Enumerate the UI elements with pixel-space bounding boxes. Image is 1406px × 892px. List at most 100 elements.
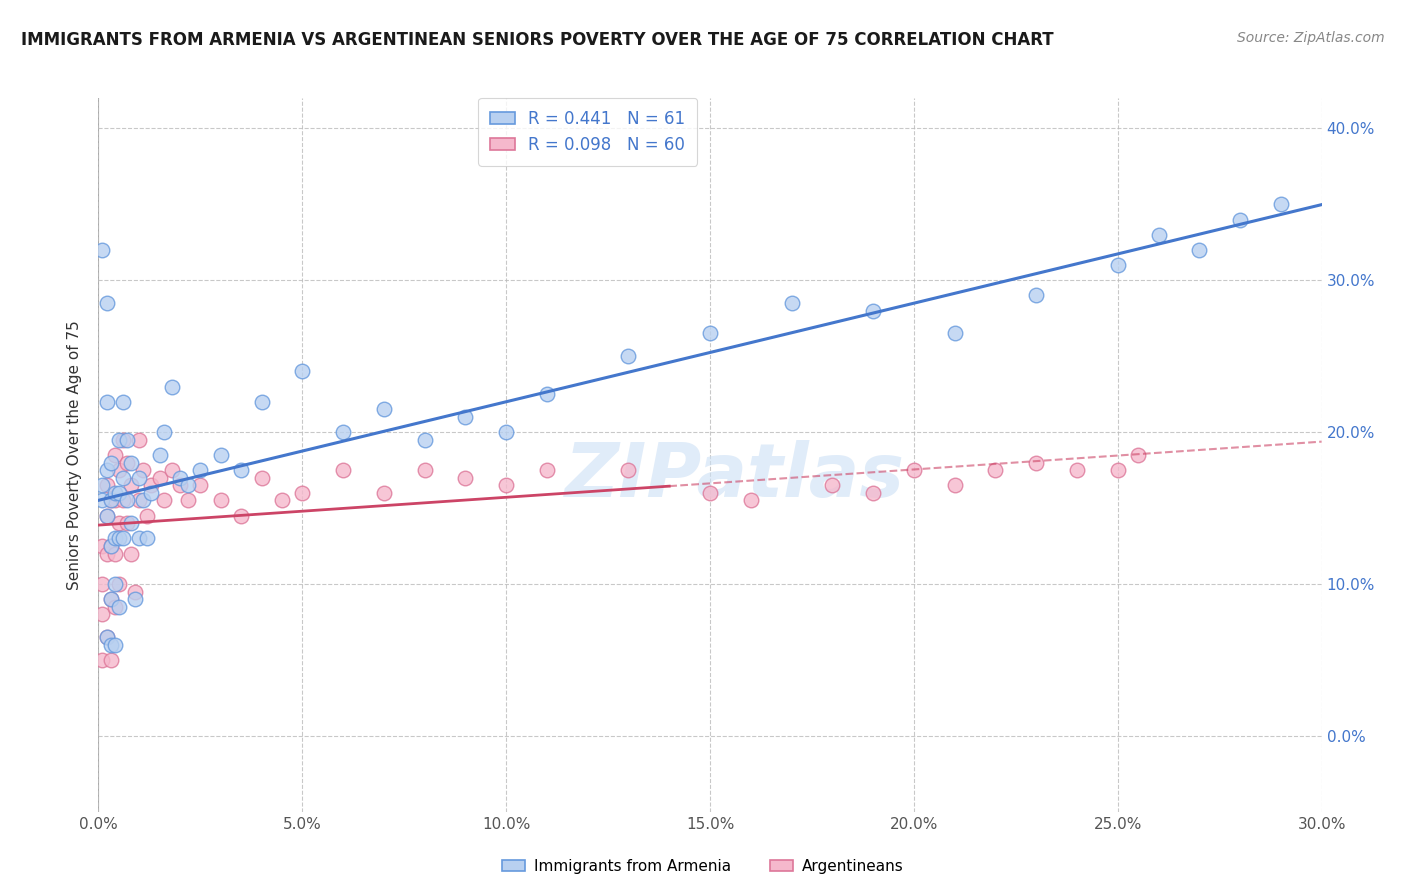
Point <box>120 478 142 492</box>
Point <box>291 486 314 500</box>
Point <box>96 547 118 561</box>
Point <box>104 493 127 508</box>
Point <box>115 516 138 531</box>
Point <box>136 508 159 523</box>
Point <box>108 532 131 546</box>
Point <box>188 463 212 477</box>
Point <box>111 493 134 508</box>
Point <box>104 577 127 591</box>
Point <box>100 539 122 553</box>
Point <box>128 471 150 485</box>
Point <box>617 463 640 477</box>
Point <box>108 463 131 477</box>
Point <box>1107 258 1129 272</box>
Point <box>91 607 114 622</box>
Point <box>862 486 884 500</box>
Point <box>100 493 122 508</box>
Point <box>617 349 640 363</box>
Point <box>111 394 134 409</box>
Point <box>250 394 273 409</box>
Point <box>96 463 118 477</box>
Point <box>152 493 174 508</box>
Point <box>169 471 191 485</box>
Point <box>115 433 138 447</box>
Point <box>1025 288 1047 302</box>
Point <box>160 379 183 393</box>
Point <box>96 508 118 523</box>
Point <box>104 547 127 561</box>
Y-axis label: Seniors Poverty Over the Age of 75: Seniors Poverty Over the Age of 75 <box>67 320 83 590</box>
Point <box>115 456 138 470</box>
Point <box>104 638 127 652</box>
Point <box>413 433 436 447</box>
Point <box>91 493 114 508</box>
Point <box>1147 227 1170 242</box>
Point <box>141 478 163 492</box>
Point <box>209 493 232 508</box>
Point <box>209 448 232 462</box>
Point <box>128 433 150 447</box>
Point <box>111 532 134 546</box>
Point <box>96 630 118 644</box>
Point <box>96 296 118 310</box>
Point <box>1188 243 1211 257</box>
Point <box>740 493 762 508</box>
Point <box>699 326 721 341</box>
Point <box>454 409 477 424</box>
Point <box>862 303 884 318</box>
Point <box>128 532 150 546</box>
Point <box>160 463 183 477</box>
Point <box>111 433 134 447</box>
Point <box>91 577 114 591</box>
Point <box>128 493 150 508</box>
Point <box>96 394 118 409</box>
Point <box>120 547 142 561</box>
Point <box>115 493 138 508</box>
Point <box>91 539 114 553</box>
Point <box>120 516 142 531</box>
Point <box>141 486 163 500</box>
Point <box>177 478 200 492</box>
Point <box>943 326 966 341</box>
Point <box>100 456 122 470</box>
Point <box>1066 463 1088 477</box>
Point <box>1229 212 1251 227</box>
Point <box>136 532 159 546</box>
Legend: Immigrants from Armenia, Argentineans: Immigrants from Armenia, Argentineans <box>496 853 910 880</box>
Point <box>1025 456 1047 470</box>
Point <box>104 599 127 614</box>
Text: Source: ZipAtlas.com: Source: ZipAtlas.com <box>1237 31 1385 45</box>
Point <box>821 478 844 492</box>
Point <box>108 486 131 500</box>
Point <box>108 516 131 531</box>
Legend: R = 0.441   N = 61, R = 0.098   N = 60: R = 0.441 N = 61, R = 0.098 N = 60 <box>478 98 697 166</box>
Point <box>149 448 172 462</box>
Point <box>111 471 134 485</box>
Point <box>943 478 966 492</box>
Point <box>108 577 131 591</box>
Point <box>91 478 114 492</box>
Point <box>291 364 314 378</box>
Point <box>495 478 517 492</box>
Point <box>132 463 155 477</box>
Point <box>91 653 114 667</box>
Point <box>188 478 212 492</box>
Point <box>108 433 131 447</box>
Point <box>100 638 122 652</box>
Point <box>124 584 146 599</box>
Point <box>780 296 803 310</box>
Point <box>536 387 558 401</box>
Point <box>108 599 131 614</box>
Point <box>104 486 127 500</box>
Point <box>231 463 253 477</box>
Point <box>96 630 118 644</box>
Text: IMMIGRANTS FROM ARMENIA VS ARGENTINEAN SENIORS POVERTY OVER THE AGE OF 75 CORREL: IMMIGRANTS FROM ARMENIA VS ARGENTINEAN S… <box>21 31 1053 49</box>
Point <box>984 463 1007 477</box>
Point <box>104 448 127 462</box>
Point <box>1270 197 1292 211</box>
Point <box>250 471 273 485</box>
Point <box>132 493 155 508</box>
Point <box>100 493 122 508</box>
Point <box>454 471 477 485</box>
Point <box>100 592 122 607</box>
